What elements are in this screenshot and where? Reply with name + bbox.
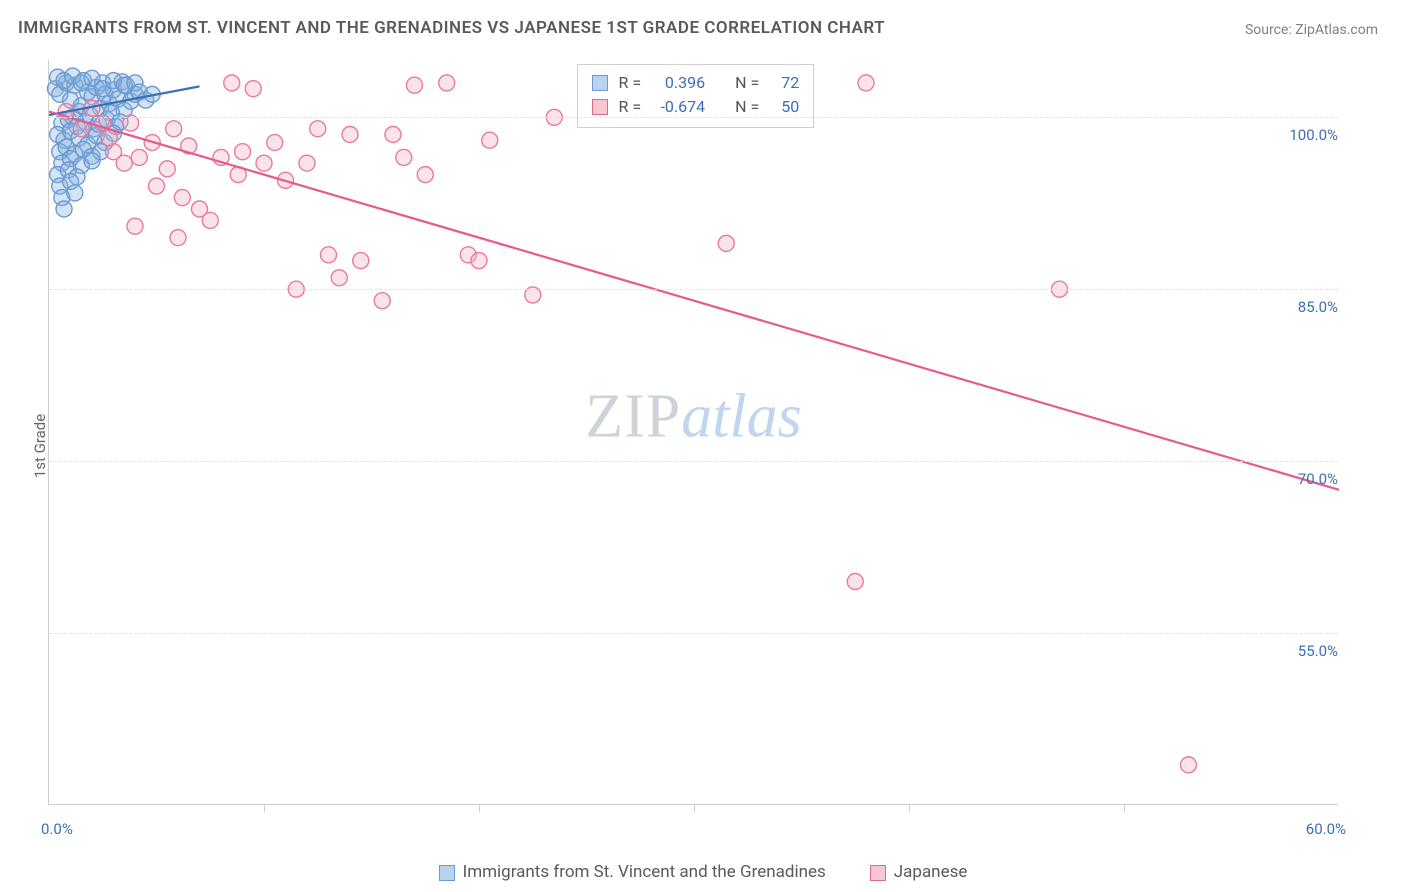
x-tick: [1124, 804, 1125, 812]
gridline-h: [49, 289, 1338, 290]
y-tick-label: 85.0%: [1298, 298, 1340, 316]
n-label: N =: [735, 71, 759, 95]
series-legend-label: Immigrants from St. Vincent and the Gren…: [463, 862, 826, 882]
data-point: [101, 130, 117, 146]
r-label: R =: [618, 71, 641, 95]
n-value: 50: [769, 95, 799, 119]
data-point: [471, 253, 487, 269]
data-point: [159, 161, 175, 177]
data-point: [202, 212, 218, 228]
source-attribution: Source: ZipAtlas.com: [1245, 22, 1378, 38]
correlation-legend-row: R = -0.674 N = 50: [592, 95, 799, 119]
x-axis-min-label: 0.0%: [41, 820, 73, 838]
series-legend-label: Japanese: [894, 862, 968, 882]
x-axis-max-label: 60.0%: [1306, 820, 1346, 838]
source-name: ZipAtlas.com: [1295, 22, 1378, 38]
data-point: [417, 167, 433, 183]
data-point: [84, 153, 100, 169]
chart-svg: [49, 60, 1338, 804]
data-point: [267, 135, 283, 151]
legend-swatch: [592, 75, 608, 91]
data-point: [407, 77, 423, 93]
r-value: -0.674: [651, 95, 705, 119]
plot-area: ZIPatlas R =0.396N =72R =-0.674N =50 0.0…: [48, 60, 1338, 805]
data-point: [131, 149, 147, 165]
data-point: [116, 155, 132, 171]
series-legend: Immigrants from St. Vincent and the Gren…: [0, 862, 1406, 882]
regression-line: [49, 112, 1339, 490]
legend-swatch: [592, 99, 608, 115]
data-point: [858, 75, 874, 91]
data-point: [56, 201, 72, 217]
data-point: [170, 230, 186, 246]
series-legend-item: Immigrants from St. Vincent and the Gren…: [439, 862, 826, 882]
data-point: [847, 574, 863, 590]
gridline-h: [49, 461, 1338, 462]
data-point: [331, 270, 347, 286]
r-label: R =: [618, 95, 641, 119]
data-point: [67, 185, 83, 201]
gridline-h: [49, 117, 1338, 118]
n-value: 72: [769, 71, 799, 95]
data-point: [127, 218, 143, 234]
data-point: [342, 127, 358, 143]
legend-swatch: [870, 865, 886, 881]
n-label: N =: [735, 95, 759, 119]
data-point: [353, 253, 369, 269]
data-point: [299, 155, 315, 171]
data-point: [718, 235, 734, 251]
data-point: [235, 144, 251, 160]
data-point: [1181, 757, 1197, 773]
y-tick-label: 55.0%: [1298, 642, 1340, 660]
series-legend-item: Japanese: [870, 862, 968, 882]
source-prefix: Source:: [1245, 22, 1295, 38]
data-point: [482, 132, 498, 148]
data-point: [245, 81, 261, 97]
data-point: [439, 75, 455, 91]
data-point: [396, 149, 412, 165]
data-point: [256, 155, 272, 171]
data-point: [149, 178, 165, 194]
data-point: [385, 127, 401, 143]
data-point: [310, 121, 326, 137]
chart-title: IMMIGRANTS FROM ST. VINCENT AND THE GREN…: [18, 18, 885, 38]
legend-swatch: [439, 865, 455, 881]
x-tick: [479, 804, 480, 812]
data-point: [374, 293, 390, 309]
gridline-h: [49, 633, 1338, 634]
y-tick-label: 70.0%: [1298, 470, 1340, 488]
x-tick: [909, 804, 910, 812]
data-point: [174, 190, 190, 206]
y-tick-label: 100.0%: [1289, 126, 1340, 144]
data-point: [321, 247, 337, 263]
r-value: 0.396: [651, 71, 705, 95]
y-axis-label: 1st Grade: [31, 414, 49, 478]
x-tick: [694, 804, 695, 812]
data-point: [166, 121, 182, 137]
x-tick: [264, 804, 265, 812]
correlation-legend-row: R = 0.396 N = 72: [592, 71, 799, 95]
data-point: [224, 75, 240, 91]
